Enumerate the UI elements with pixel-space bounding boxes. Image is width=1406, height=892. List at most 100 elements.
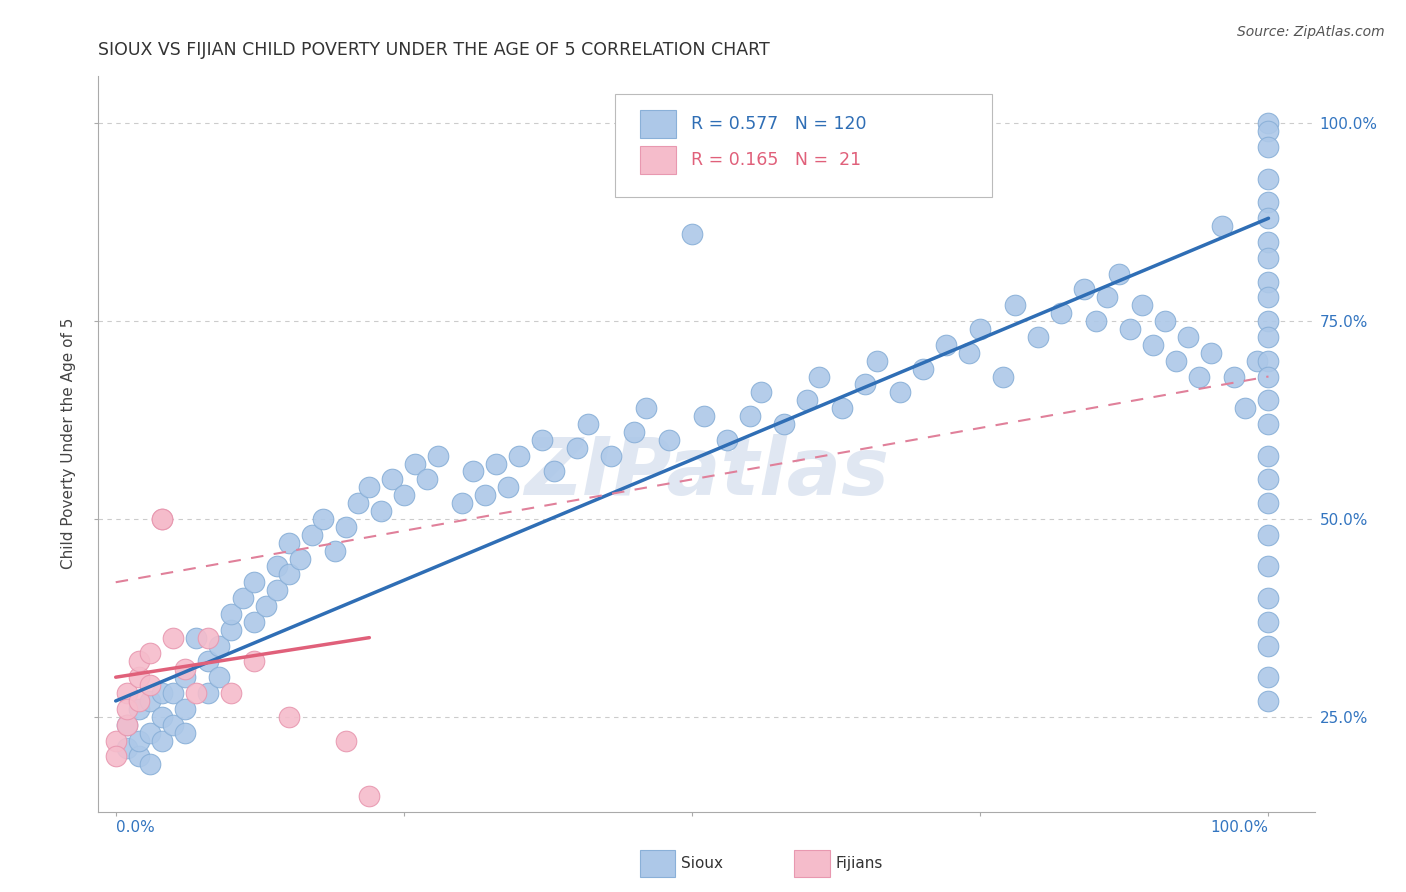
Text: Sioux: Sioux — [681, 856, 723, 871]
Point — [450, 496, 472, 510]
Point — [370, 504, 392, 518]
Point — [738, 409, 761, 423]
Point — [392, 488, 415, 502]
Point — [1234, 401, 1257, 416]
Point — [139, 757, 162, 772]
Point — [474, 488, 496, 502]
Point — [1119, 322, 1142, 336]
Text: 100.0%: 100.0% — [1211, 820, 1268, 835]
Point — [115, 717, 138, 731]
Point — [831, 401, 853, 416]
Point — [565, 441, 588, 455]
Point — [623, 425, 645, 439]
Point — [162, 631, 184, 645]
Point — [1199, 345, 1222, 359]
Point — [1257, 211, 1279, 226]
Point — [1257, 235, 1279, 249]
Point — [139, 678, 162, 692]
Point — [162, 717, 184, 731]
Point — [277, 535, 299, 549]
Point — [266, 583, 288, 598]
Point — [716, 433, 738, 447]
Point — [508, 449, 530, 463]
Point — [1257, 353, 1279, 368]
Point — [139, 694, 162, 708]
Point — [197, 654, 219, 668]
Point — [288, 551, 311, 566]
Point — [1257, 314, 1279, 328]
Point — [150, 512, 173, 526]
Point — [219, 607, 242, 621]
Point — [1257, 275, 1279, 289]
Point — [254, 599, 277, 613]
Point — [796, 393, 818, 408]
Point — [104, 733, 127, 747]
Point — [162, 686, 184, 700]
Point — [427, 449, 450, 463]
Point — [1257, 496, 1279, 510]
Point — [600, 449, 623, 463]
Point — [1084, 314, 1107, 328]
Point — [1108, 267, 1130, 281]
Point — [208, 670, 231, 684]
Point — [1257, 171, 1279, 186]
Point — [243, 615, 266, 629]
Point — [1153, 314, 1175, 328]
Point — [1257, 694, 1279, 708]
Text: 0.0%: 0.0% — [115, 820, 155, 835]
Point — [416, 472, 439, 486]
Point — [1257, 449, 1279, 463]
Point — [935, 338, 957, 352]
Point — [404, 457, 426, 471]
Point — [359, 480, 381, 494]
Point — [749, 385, 772, 400]
Point — [139, 725, 162, 739]
Point — [1257, 330, 1279, 344]
Point — [1073, 283, 1095, 297]
Point — [139, 647, 162, 661]
Point — [335, 733, 357, 747]
Point — [1257, 290, 1279, 304]
Point — [197, 686, 219, 700]
Point — [543, 465, 565, 479]
Point — [1223, 369, 1246, 384]
Point — [1188, 369, 1211, 384]
Point — [681, 227, 703, 241]
Point — [197, 631, 219, 645]
Point — [496, 480, 519, 494]
Point — [1257, 417, 1279, 431]
Point — [1257, 369, 1279, 384]
Point — [957, 345, 980, 359]
Text: Fijians: Fijians — [835, 856, 883, 871]
Point — [1257, 639, 1279, 653]
Point — [1257, 559, 1279, 574]
Point — [150, 686, 173, 700]
Point — [1257, 528, 1279, 542]
Point — [335, 520, 357, 534]
Point — [104, 749, 127, 764]
Point — [692, 409, 714, 423]
Point — [807, 369, 830, 384]
Point — [773, 417, 796, 431]
Point — [150, 512, 173, 526]
Text: R = 0.577   N = 120: R = 0.577 N = 120 — [690, 115, 866, 133]
Point — [911, 361, 934, 376]
Point — [150, 710, 173, 724]
Point — [1257, 591, 1279, 605]
Point — [173, 725, 195, 739]
Point — [219, 686, 242, 700]
FancyBboxPatch shape — [640, 110, 676, 137]
Point — [173, 670, 195, 684]
Point — [1130, 298, 1153, 312]
Point — [346, 496, 368, 510]
Point — [266, 559, 288, 574]
Point — [231, 591, 253, 605]
Point — [173, 702, 195, 716]
Text: R = 0.165   N =  21: R = 0.165 N = 21 — [690, 152, 860, 169]
Point — [1257, 670, 1279, 684]
Point — [1095, 290, 1118, 304]
Point — [1004, 298, 1026, 312]
Point — [277, 567, 299, 582]
Point — [1257, 116, 1279, 130]
Point — [1026, 330, 1049, 344]
